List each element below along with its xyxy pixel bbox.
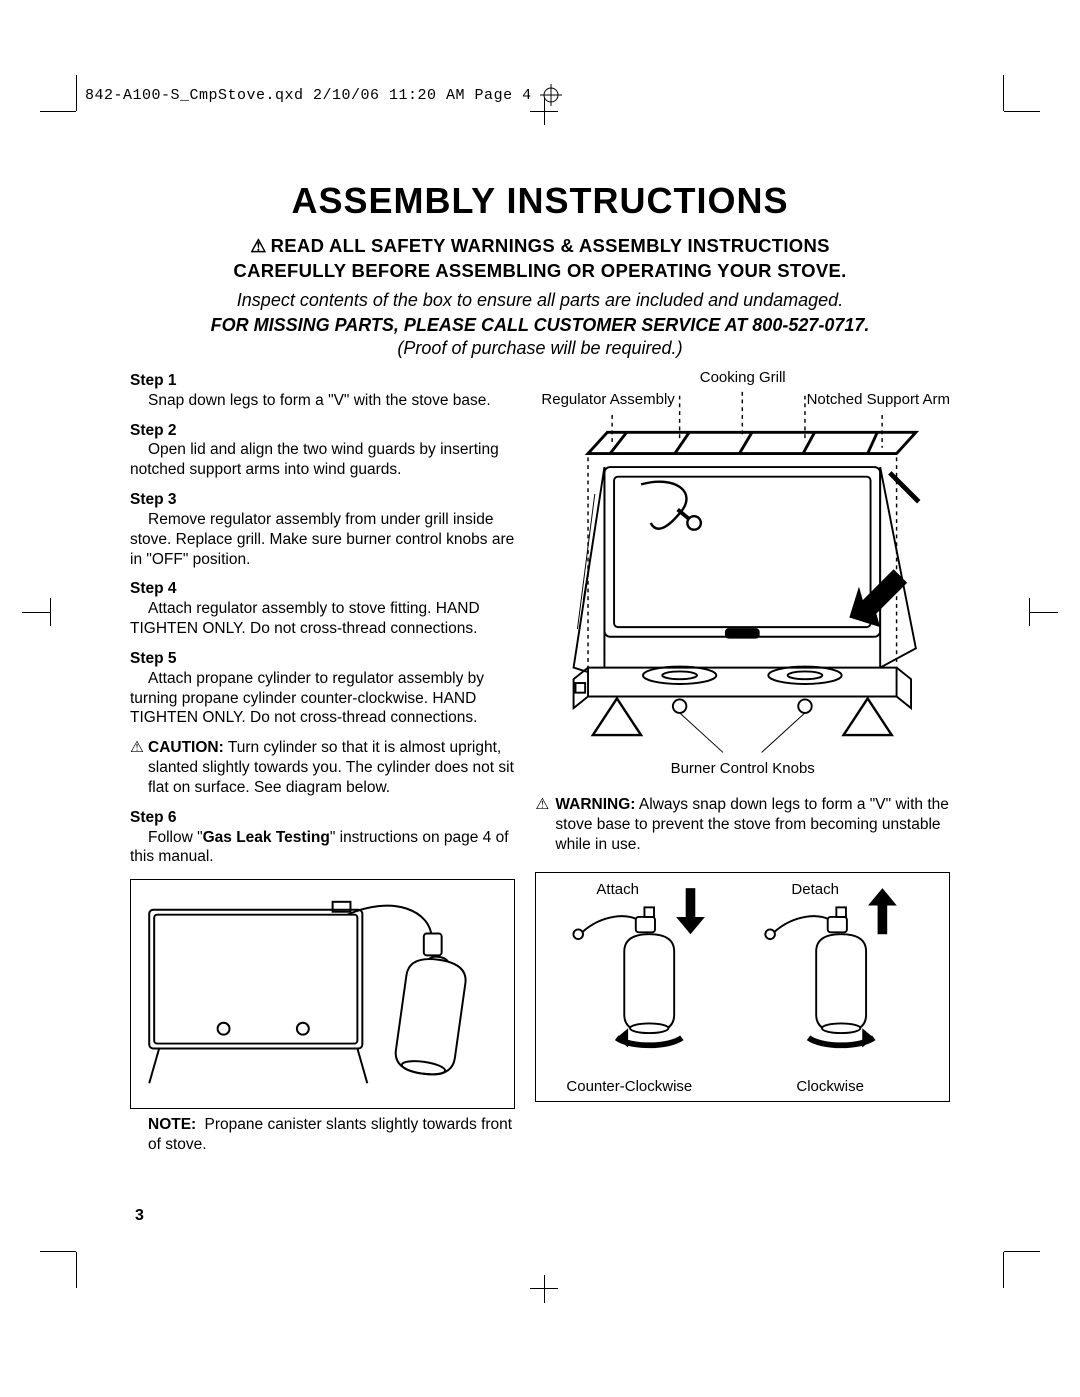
crop-mark [50,598,51,626]
crop-mark [1003,1252,1004,1288]
step-body: Open lid and align the two wind guards b… [130,441,499,478]
warning2-label: WARNING: [555,796,635,813]
label-notched-support-arm: Notched Support Arm [807,391,950,408]
step-label: Step 1 [130,371,515,391]
crop-mark [1029,598,1030,626]
page-title: ASSEMBLY INSTRUCTIONS [130,180,950,222]
registration-mark-icon [540,84,562,106]
step-5: Step 5 Attach propane cylinder to regula… [130,649,515,728]
stove-main-diagram: Cooking Grill Regulator Assembly Notched… [535,371,950,781]
propane-slant-diagram [130,879,515,1109]
step-body: Follow "Gas Leak Testing" instructions o… [130,829,509,866]
warning-triangle-icon: ⚠ [130,738,148,797]
crop-mark [40,1251,76,1252]
step-label: Step 6 [130,808,515,828]
note-line: NOTE: Propane canister slants slightly t… [130,1115,515,1155]
page-number: 3 [135,1207,144,1225]
safety-warning-heading: ⚠READ ALL SAFETY WARNINGS & ASSEMBLY INS… [130,234,950,284]
content-area: ASSEMBLY INSTRUCTIONS ⚠READ ALL SAFETY W… [130,180,950,1155]
step-label: Step 4 [130,579,515,599]
caution-label: CAUTION: [148,739,224,756]
step-label: Step 5 [130,649,515,669]
warning-line2: CAREFULLY BEFORE ASSEMBLING OR OPERATING… [233,260,846,281]
label-cw: Clockwise [796,1078,864,1095]
crop-mark [76,1252,77,1288]
right-column: Cooking Grill Regulator Assembly Notched… [535,371,950,1155]
warning-triangle-icon: ⚠ [250,236,266,256]
step-label: Step 2 [130,421,515,441]
printer-header: 842-A100-S_CmpStove.qxd 2/10/06 11:20 AM… [85,84,562,106]
step-1: Step 1 Snap down legs to form a "V" with… [130,371,515,411]
left-column: Step 1 Snap down legs to form a "V" with… [130,371,515,1155]
note-label: NOTE: [148,1116,196,1133]
warning-triangle-icon: ⚠ [535,795,555,854]
label-cooking-grill: Cooking Grill [700,369,786,386]
printer-header-text: 842-A100-S_CmpStove.qxd 2/10/06 11:20 AM… [85,87,532,104]
step-4: Step 4 Attach regulator assembly to stov… [130,579,515,638]
page: 842-A100-S_CmpStove.qxd 2/10/06 11:20 AM… [0,0,1080,1397]
step-body: Remove regulator assembly from under gri… [130,511,514,568]
crop-mark [544,1275,545,1303]
step-3: Step 3 Remove regulator assembly from un… [130,490,515,569]
caution-note: ⚠ CAUTION: Turn cylinder so that it is a… [130,738,515,797]
crop-mark [1003,75,1004,111]
warning-line1: READ ALL SAFETY WARNINGS & ASSEMBLY INST… [271,235,830,256]
attach-detach-diagram: Attach Detach Counter-Clockwise Clockwis… [535,872,950,1102]
note-body: Propane canister slants slightly towards… [148,1116,512,1153]
step-6: Step 6 Follow "Gas Leak Testing" instruc… [130,808,515,867]
inspect-line: Inspect contents of the box to ensure al… [130,290,950,311]
step-body: Snap down legs to form a "V" with the st… [130,392,491,409]
step-body: Attach propane cylinder to regulator ass… [130,670,484,727]
crop-mark [40,111,76,112]
label-burner-control-knobs: Burner Control Knobs [671,760,815,777]
two-column-layout: Step 1 Snap down legs to form a "V" with… [130,371,950,1155]
step-body: Attach regulator assembly to stove fitti… [130,600,480,637]
crop-mark [1004,111,1040,112]
crop-mark [1004,1251,1040,1252]
step-label: Step 3 [130,490,515,510]
proof-line: (Proof of purchase will be required.) [130,338,950,359]
crop-mark [1030,612,1058,613]
step-2: Step 2 Open lid and align the two wind g… [130,421,515,480]
label-attach: Attach [596,881,639,898]
missing-parts-line: FOR MISSING PARTS, PLEASE CALL CUSTOMER … [130,315,950,336]
label-detach: Detach [791,881,839,898]
label-regulator-assembly: Regulator Assembly [541,391,674,408]
crop-mark [22,612,50,613]
label-ccw: Counter-Clockwise [566,1078,692,1095]
stability-warning: ⚠ WARNING: Always snap down legs to form… [535,795,950,854]
crop-mark [76,75,77,111]
